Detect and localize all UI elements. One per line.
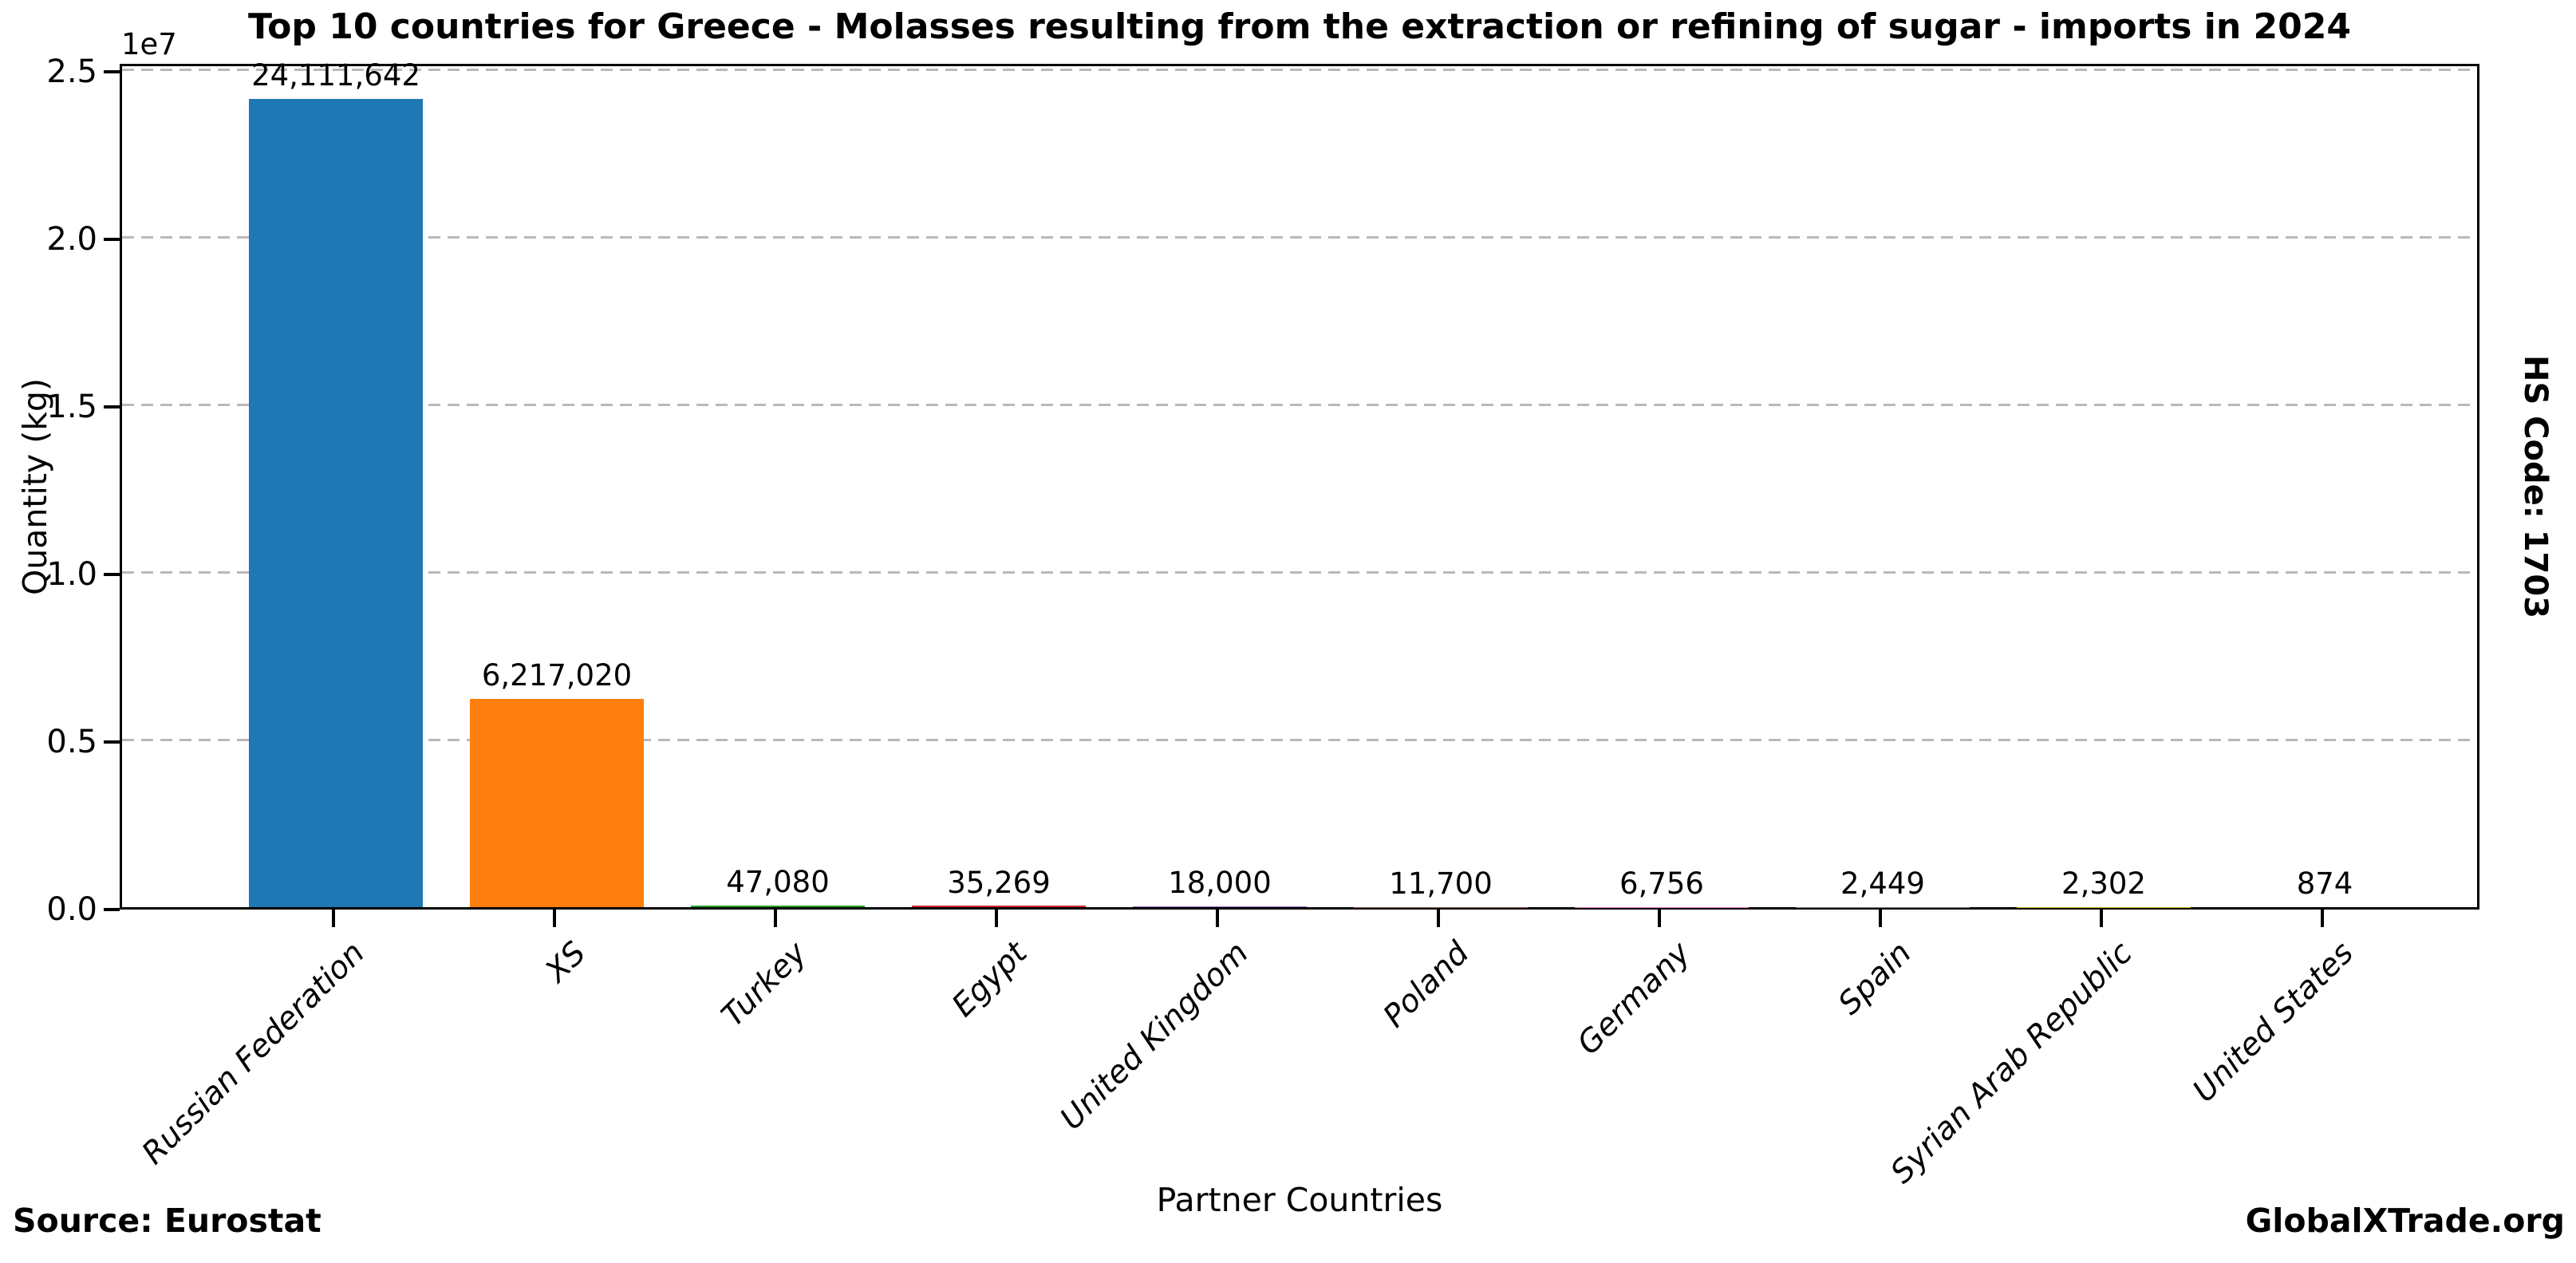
bar-value-label: 18,000 — [1168, 866, 1272, 901]
y-tick-mark — [104, 70, 120, 73]
y-tick-mark — [104, 908, 120, 911]
x-tick-label-united-kingdom: United Kingdom — [1053, 935, 1256, 1138]
y-tick-label: 1.5 — [46, 389, 97, 425]
x-tick-label-spain: Spain — [1831, 935, 1919, 1022]
x-tick-mark — [1216, 910, 1219, 927]
x-tick-mark — [995, 910, 998, 927]
y-tick-label: 1.0 — [46, 556, 97, 593]
bar-value-label: 6,217,020 — [481, 657, 633, 693]
bar-value-label: 874 — [2296, 866, 2353, 901]
y-tick-label: 2.5 — [46, 53, 97, 90]
x-tick-mark — [1879, 910, 1882, 927]
bar-value-label: 35,269 — [947, 865, 1051, 900]
x-tick-mark — [774, 910, 777, 927]
x-tick-label-united-states: United States — [2186, 935, 2361, 1110]
x-tick-mark — [332, 910, 335, 927]
x-tick-mark — [1658, 910, 1661, 927]
bar-value-label: 2,449 — [1840, 866, 1925, 901]
gridline — [122, 570, 2477, 574]
brand-credit: GlobalXTrade.org — [2245, 1202, 2565, 1240]
y-tick-mark — [104, 238, 120, 241]
bar-value-label: 47,080 — [726, 865, 830, 900]
y-axis-offset-label: 1e7 — [121, 27, 177, 61]
bar-value-label: 24,111,642 — [251, 58, 420, 93]
bar-turkey — [691, 906, 865, 907]
gridline — [122, 68, 2477, 71]
gridline — [122, 738, 2477, 741]
plot-area: 24,111,642 6,217,020 47,080 35,269 18,000 11,… — [120, 58, 2479, 910]
gridline — [122, 235, 2477, 239]
source-credit: Source: Eurostat — [13, 1202, 322, 1240]
x-tick-label-germany: Germany — [1570, 935, 1698, 1063]
x-tick-label-russian-federation: Russian Federation — [135, 935, 372, 1172]
y-tick-label: 0.0 — [46, 891, 97, 928]
gridline — [122, 403, 2477, 406]
x-tick-mark — [2321, 910, 2324, 927]
y-tick-mark — [104, 740, 120, 744]
bar-united-kingdom — [1133, 906, 1307, 907]
bar-egypt — [912, 906, 1086, 907]
x-tick-label-syrian-arab-republic: Syrian Arab Republic — [1884, 935, 2140, 1191]
y-tick-mark — [104, 405, 120, 409]
x-axis-label: Partner Countries — [1156, 1181, 1443, 1219]
x-tick-label-egypt: Egypt — [945, 935, 1035, 1024]
bar-xs — [470, 698, 644, 907]
bar-value-label: 6,756 — [1619, 866, 1704, 901]
x-tick-mark — [553, 910, 556, 927]
y-axis-label: Quantity (kg) — [16, 378, 54, 595]
y-tick-label: 0.5 — [46, 724, 97, 760]
x-tick-label-poland: Poland — [1376, 935, 1477, 1035]
y-tick-label: 2.0 — [46, 221, 97, 258]
y-tick-mark — [104, 573, 120, 576]
bar-value-label: 11,700 — [1389, 866, 1493, 901]
x-tick-mark — [2100, 910, 2103, 927]
x-tick-label-turkey: Turkey — [714, 935, 814, 1034]
bar-russian-federation — [249, 99, 423, 907]
bar-value-label: 2,302 — [2061, 866, 2146, 901]
x-tick-label-xs: XS — [538, 935, 593, 990]
hs-code-label: HS Code: 1703 — [2517, 354, 2554, 619]
chart-title: Top 10 countries for Greece - Molasses r… — [248, 6, 2351, 47]
x-tick-mark — [1437, 910, 1440, 927]
